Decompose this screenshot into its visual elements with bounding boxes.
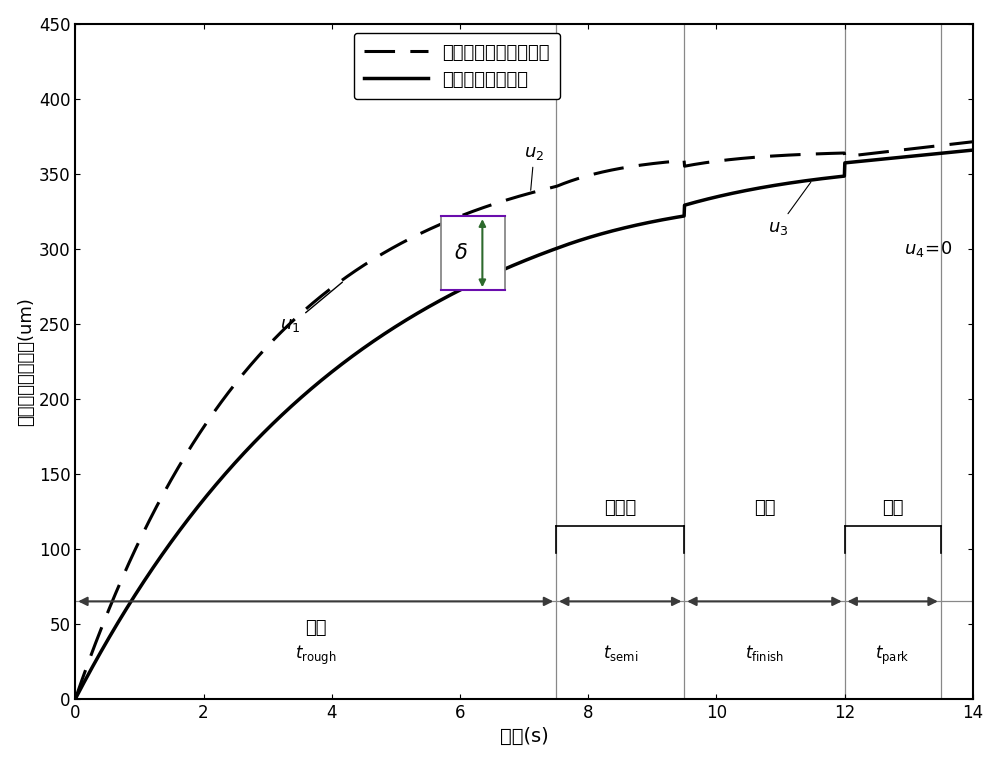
程序设定磨削进给曲线 — [776, 151, 788, 160]
实际磨削进给曲线 — [115, 613, 127, 622]
Legend: 程序设定磨削进给曲线, 实际磨削进给曲线: 程序设定磨削进给曲线, 实际磨削进给曲线 — [354, 33, 560, 99]
实际磨削进给曲线 — [482, 272, 494, 281]
X-axis label: 时间(s): 时间(s) — [500, 727, 548, 746]
Text: $u_3$: $u_3$ — [768, 182, 811, 237]
实际磨削进给曲线 — [69, 694, 81, 703]
实际磨削进给曲线 — [967, 146, 979, 155]
实际磨削进给曲线 — [940, 148, 952, 157]
实际磨削进给曲线 — [506, 262, 518, 271]
Text: $t_{\rm park}$: $t_{\rm park}$ — [875, 643, 910, 667]
程序设定磨削进给曲线 — [967, 137, 979, 146]
Bar — [441, 216, 505, 290]
实际磨削进给曲线 — [776, 179, 788, 188]
Text: $\delta$: $\delta$ — [454, 243, 468, 263]
Text: 精磨: 精磨 — [754, 499, 775, 517]
程序设定磨削进给曲线 — [941, 140, 953, 150]
Text: 光磨: 光磨 — [882, 499, 903, 517]
Text: $t_{\rm semi}$: $t_{\rm semi}$ — [603, 643, 638, 663]
Line: 程序设定磨削进给曲线: 程序设定磨削进给曲线 — [75, 142, 973, 699]
Text: 半精磨: 半精磨 — [604, 499, 636, 517]
程序设定磨削进给曲线 — [506, 194, 518, 203]
程序设定磨削进给曲线 — [115, 576, 127, 585]
Text: $u_1$: $u_1$ — [280, 282, 342, 334]
Text: $u_2$: $u_2$ — [524, 143, 544, 190]
Text: $t_{\rm rough}$: $t_{\rm rough}$ — [295, 643, 336, 667]
Line: 实际磨削进给曲线: 实际磨削进给曲线 — [75, 150, 973, 699]
Text: $t_{\rm finish}$: $t_{\rm finish}$ — [745, 643, 784, 663]
程序设定磨削进给曲线 — [69, 694, 81, 703]
实际磨削进给曲线 — [941, 148, 953, 157]
程序设定磨削进给曲线 — [940, 140, 952, 150]
程序设定磨削进给曲线 — [482, 201, 494, 211]
Y-axis label: 磨削工件尺开变化(um): 磨削工件尺开变化(um) — [17, 297, 35, 426]
Text: $u_4\!=\!0$: $u_4\!=\!0$ — [904, 239, 952, 259]
Text: 粗磨: 粗磨 — [305, 620, 326, 637]
